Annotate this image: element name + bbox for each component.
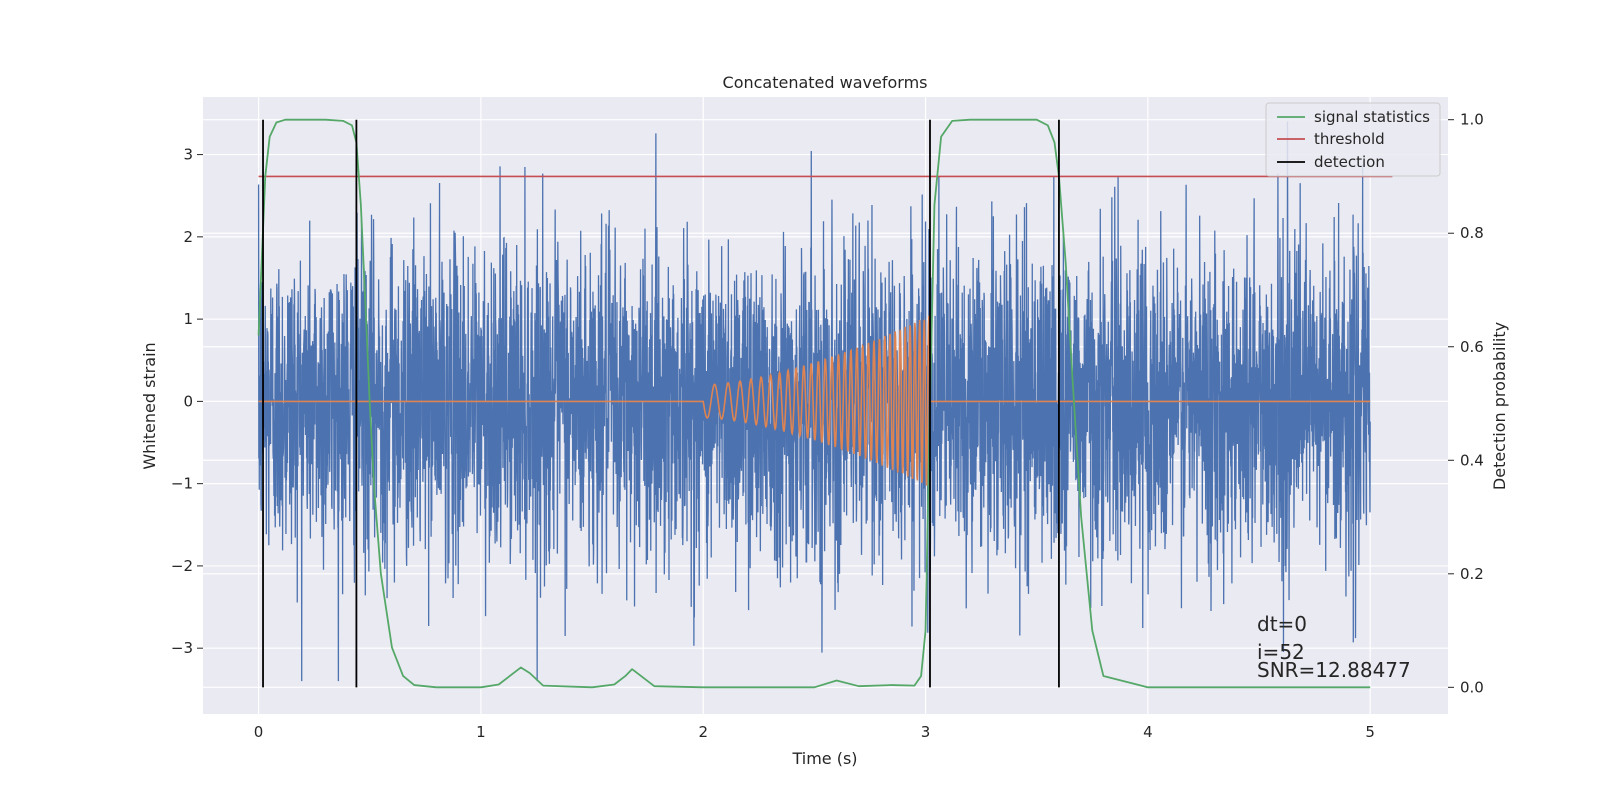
annotation-snr: SNR=12.88477 bbox=[1257, 658, 1411, 682]
legend-label-detection: detection bbox=[1314, 153, 1385, 171]
y2-tick-label-3: 0.6 bbox=[1460, 338, 1484, 356]
y2-tick-label-4: 0.8 bbox=[1460, 224, 1484, 242]
y-tick-label-1: −2 bbox=[171, 557, 193, 575]
y-axis-label: Whitened strain bbox=[140, 342, 159, 469]
y2-tick-label-0: 0.0 bbox=[1460, 678, 1484, 696]
x-tick-label-1: 1 bbox=[476, 723, 486, 741]
x-tick-label-2: 2 bbox=[698, 723, 708, 741]
y2-tick-label-2: 0.4 bbox=[1460, 451, 1484, 469]
plot-area bbox=[257, 118, 1393, 689]
y-tick-label-3: 0 bbox=[183, 392, 193, 410]
y-tick-label-4: 1 bbox=[183, 310, 193, 328]
axes: 0 1 2 3 4 5 −3 −2 −1 0 1 2 3 0.0 0.2 0.4 0.6 0.8 1.0 bbox=[171, 111, 1484, 741]
x-axis-label: Time (s) bbox=[791, 749, 857, 768]
y-tick-label-5: 2 bbox=[183, 228, 193, 246]
legend: signal statistics threshold detection bbox=[1265, 102, 1441, 177]
y2-tick-label-1: 0.2 bbox=[1460, 565, 1484, 583]
x-tick-label-5: 5 bbox=[1365, 723, 1375, 741]
legend-box bbox=[1265, 102, 1441, 177]
y-tick-label-0: −3 bbox=[171, 639, 193, 657]
annotation-dt: dt=0 bbox=[1257, 612, 1307, 636]
y-tick-label-6: 3 bbox=[183, 146, 193, 164]
injected-chirp-line bbox=[258, 315, 1371, 486]
annotations: dt=0 i=52 SNR=12.88477 bbox=[1257, 612, 1411, 682]
chart-title: Concatenated waveforms bbox=[723, 73, 928, 92]
y2-tick-label-5: 1.0 bbox=[1460, 111, 1484, 129]
annotation-i: i=52 bbox=[1257, 640, 1305, 664]
legend-label-signal: signal statistics bbox=[1314, 108, 1430, 126]
y2-axis-label: Detection probability bbox=[1490, 322, 1509, 490]
y-tick-label-2: −1 bbox=[171, 475, 193, 493]
x-tick-label-0: 0 bbox=[254, 723, 264, 741]
legend-label-threshold: threshold bbox=[1314, 130, 1385, 148]
x-tick-label-4: 4 bbox=[1143, 723, 1153, 741]
x-tick-label-3: 3 bbox=[921, 723, 931, 741]
